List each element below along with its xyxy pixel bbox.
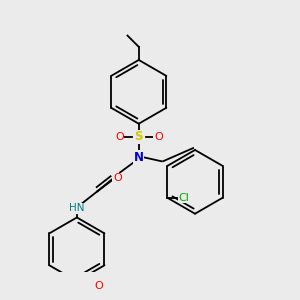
Text: O: O (113, 173, 122, 183)
Text: S: S (134, 130, 143, 143)
Text: O: O (115, 132, 124, 142)
Text: Cl: Cl (178, 193, 189, 203)
Text: O: O (154, 132, 163, 142)
Text: N: N (134, 151, 144, 164)
Text: O: O (94, 281, 103, 292)
Text: HN: HN (69, 203, 85, 213)
